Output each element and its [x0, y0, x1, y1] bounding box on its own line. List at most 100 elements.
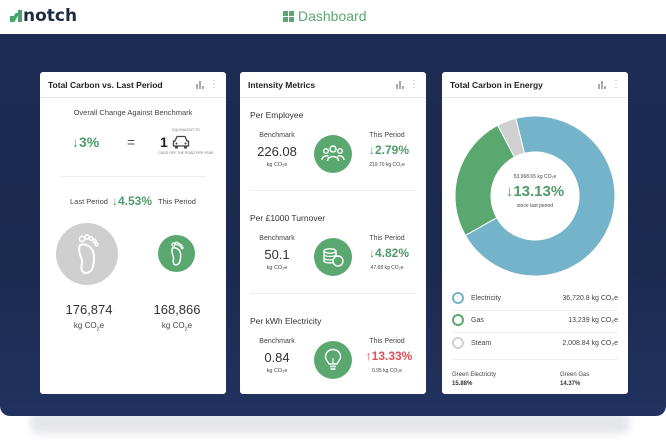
- this-period-footprint-circle: [158, 235, 195, 272]
- benchmark-label: Benchmark: [259, 132, 295, 139]
- benchmark-label: Benchmark: [259, 338, 295, 345]
- cars-count: 1: [160, 134, 168, 150]
- card-title: Total Carbon vs. Last Period: [48, 79, 163, 90]
- gas-legend-marker: [452, 314, 464, 326]
- more-options-icon[interactable]: ⋮: [209, 78, 219, 90]
- legend-label: Gas: [471, 316, 484, 324]
- people-icon: [321, 145, 345, 162]
- this-period-change: ↑13.33%: [365, 349, 413, 363]
- divider: [250, 190, 416, 191]
- card-intensity-metrics: Intensity Metrics ⋮ Per Employee Benchma…: [240, 72, 426, 394]
- green-electricity-value: 15.88%: [452, 381, 473, 387]
- card-title: Intensity Metrics: [248, 79, 316, 90]
- this-period-label: This Period: [369, 338, 405, 345]
- this-period-change: ↓4.82%: [368, 246, 410, 260]
- benchmark-unit: kg CO₂e: [266, 368, 288, 374]
- car-icon: [172, 135, 190, 149]
- divider: [250, 293, 416, 294]
- donut-slice-electricity[interactable]: [464, 115, 616, 277]
- card-tools: ⋮: [396, 78, 419, 90]
- benchmark-subtitle: Overall Change Against Benchmark: [73, 108, 193, 117]
- last-period-unit: kg CO2e: [73, 321, 105, 333]
- legend-item-steam[interactable]: Steam 2,008.84 kg CO₂e: [452, 335, 618, 351]
- metric-title: Per Employee: [250, 110, 304, 120]
- card-header: Intensity Metrics ⋮: [240, 72, 426, 98]
- benchmark-unit: kg CO₂e: [266, 162, 288, 168]
- legend-item-electricity[interactable]: Electricity 36,720.8 kg CO₂e: [452, 290, 618, 306]
- card-tools: ⋮: [598, 78, 621, 90]
- card-title: Total Carbon in Energy: [450, 79, 543, 90]
- dashboard-title: Dashboard: [283, 8, 367, 24]
- card-total-carbon: Total Carbon vs. Last Period ⋮ Overall C…: [40, 72, 226, 394]
- footprint-icon: [171, 241, 184, 266]
- period-change-value: ↓4.53%: [112, 194, 153, 208]
- donut-center-since: since last period: [516, 203, 554, 209]
- benchmark-value: 0.84: [264, 350, 290, 365]
- steam-legend-marker: [452, 337, 464, 349]
- benchmark-value: 50.1: [264, 247, 290, 262]
- benchmark-unit: kg CO₂e: [266, 265, 288, 271]
- bar-chart-icon[interactable]: [196, 80, 204, 89]
- this-period-label: This Period: [158, 197, 196, 206]
- brand-name: notch: [23, 6, 78, 26]
- equals-sign: =: [127, 134, 136, 150]
- card-header: Total Carbon vs. Last Period ⋮: [40, 72, 226, 98]
- legend-value: 13,239 kg CO₂e: [568, 316, 618, 324]
- green-gas-label: Green Gas: [560, 372, 590, 378]
- legend-label: Steam: [471, 339, 492, 347]
- notch-logo[interactable]: notch: [10, 6, 77, 26]
- electricity-legend-marker: [452, 292, 464, 304]
- metric-title: Per £1000 Turnover: [250, 213, 326, 223]
- metric-title: Per kWh Electricity: [250, 316, 322, 326]
- top-bar: notch Dashboard: [0, 0, 666, 34]
- overall-change-value: ↓3%: [72, 134, 100, 150]
- donut-slice-steam[interactable]: [496, 117, 526, 158]
- legend-item-gas[interactable]: Gas 13,239 kg CO₂e: [452, 312, 618, 328]
- more-options-icon[interactable]: ⋮: [409, 78, 419, 90]
- legend-label: Electricity: [471, 294, 501, 302]
- green-gas-value: 14.37%: [560, 381, 581, 387]
- card-header: Total Carbon in Energy ⋮: [442, 72, 628, 98]
- divider: [60, 176, 206, 177]
- donut-slice-gas[interactable]: [454, 124, 516, 237]
- metric-per-employee: Per Employee Benchmark 226.08 kg CO₂e Th…: [240, 98, 426, 200]
- dashboard-grid-icon: [283, 10, 294, 22]
- donut-center-change: ↓13.13%: [505, 183, 565, 200]
- last-period-label: Last Period: [70, 197, 108, 206]
- equivalent-to-label: EQUIVALENT TO: [172, 128, 200, 132]
- legend-value: 2,008.84 kg CO₂e: [562, 339, 618, 347]
- cars-off-road-label: CARS OFF THE ROAD PER YEAR: [158, 151, 214, 155]
- this-period-unit: 47.68 kg CO₂e: [370, 265, 404, 271]
- last-period-value: 176,874: [65, 302, 113, 317]
- this-period-unit: 219.70 kg CO₂e: [369, 162, 405, 168]
- this-period-label: This Period: [369, 235, 405, 242]
- bar-chart-icon[interactable]: [598, 80, 606, 89]
- footprint-icon: [78, 234, 99, 275]
- people-icon-circle: [314, 135, 352, 173]
- benchmark-value: 226.08: [257, 144, 297, 159]
- card-total-carbon-energy: Total Carbon in Energy ⋮ 53,968.65 kg CO…: [442, 72, 628, 394]
- this-period-unit: kg CO2e: [161, 321, 193, 333]
- this-period-change: ↓2.79%: [368, 143, 410, 157]
- legend-value: 36,720.8 kg CO₂e: [562, 294, 618, 302]
- donut-center-value: 53,968.65 kg CO₂e: [513, 174, 557, 180]
- this-period-value: 168,866: [153, 302, 201, 317]
- lightbulb-icon-circle: [314, 341, 352, 379]
- metric-per-turnover: Per £1000 Turnover Benchmark 50.1 kg CO₂…: [240, 201, 426, 303]
- divider: [452, 310, 618, 311]
- card-tools: ⋮: [196, 78, 219, 90]
- energy-donut-chart[interactable]: [454, 115, 616, 277]
- bar-chart-icon[interactable]: [396, 80, 404, 89]
- more-options-icon[interactable]: ⋮: [611, 78, 621, 90]
- divider: [452, 332, 618, 333]
- this-period-unit: 0.95 kg CO₂e: [371, 368, 402, 374]
- divider: [452, 359, 618, 360]
- background-shadow: [30, 412, 630, 434]
- logo-mark-icon: [10, 10, 22, 22]
- this-period-label: This Period: [369, 132, 405, 139]
- coins-icon-circle: [314, 238, 352, 276]
- metric-per-kwh: Per kWh Electricity Benchmark 0.84 kg CO…: [240, 304, 426, 406]
- lightbulb-icon: [324, 348, 342, 370]
- coins-icon: [323, 248, 344, 267]
- benchmark-label: Benchmark: [259, 235, 295, 242]
